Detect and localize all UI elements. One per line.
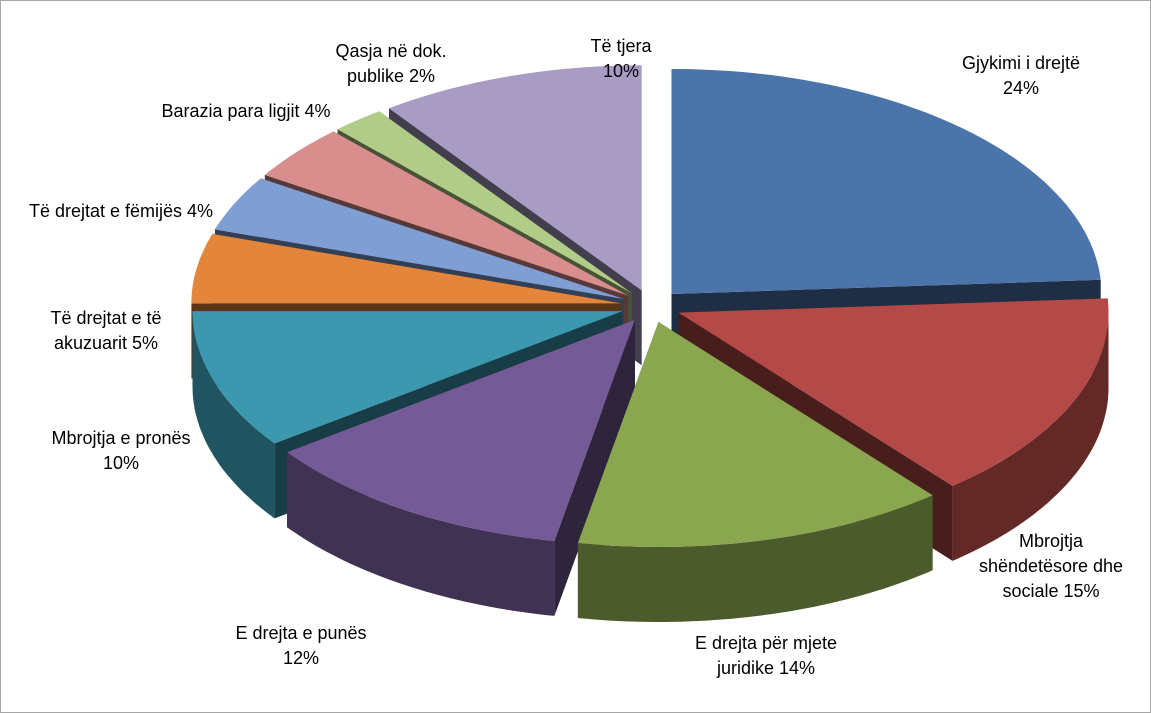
- value-label: 5%: [132, 333, 159, 353]
- value-label: 12%: [282, 648, 320, 668]
- slice-top: [577, 322, 933, 547]
- data-label: Gjykimi i drejtë 24%: [946, 51, 1096, 101]
- slice-top: [678, 298, 1109, 486]
- category-label: Mbrojtja shëndetësore dhe sociale: [978, 531, 1124, 601]
- value-label: 4%: [187, 201, 214, 221]
- slice-top: [287, 319, 635, 541]
- slice-top: [214, 178, 624, 299]
- data-label: Barazia para ligjit 4%: [154, 99, 339, 124]
- slice-top: [192, 311, 623, 444]
- data-label: Të drejtat e fëmijës 4%: [26, 199, 216, 224]
- slice-top: [191, 233, 622, 304]
- slice-wall: [952, 312, 1109, 561]
- category-label: Qasja në dok. publike: [335, 41, 447, 86]
- category-label: E drejta për mjete juridike: [694, 633, 838, 678]
- category-label: E drejta e punës: [235, 623, 367, 643]
- value-label: 15%: [1063, 581, 1100, 601]
- value-label: 2%: [409, 66, 436, 86]
- data-label: E drejta për mjete juridike 14%: [666, 631, 866, 681]
- slice-top: [389, 65, 642, 291]
- category-label: Të tjera: [590, 36, 652, 56]
- slice-wall: [577, 495, 933, 622]
- slice-top: [671, 69, 1101, 294]
- category-label: Të drejtat e të akuzuarit: [50, 308, 162, 353]
- data-label: Qasja në dok. publike 2%: [321, 39, 461, 89]
- data-label: Mbrojtja shëndetësore dhe sociale 15%: [971, 529, 1131, 604]
- category-label: Gjykimi i drejtë: [961, 53, 1081, 73]
- slice-top: [337, 111, 632, 294]
- data-label: Të tjera 10%: [576, 34, 666, 84]
- category-label: Mbrojtja e pronës: [51, 428, 191, 448]
- data-label: Të drejtat e të akuzuarit 5%: [16, 306, 196, 356]
- value-label: 4%: [304, 101, 331, 121]
- data-label: E drejta e punës 12%: [226, 621, 376, 671]
- value-label: 10%: [602, 61, 640, 81]
- category-label: Barazia para ligjit: [161, 101, 300, 121]
- data-label: Mbrojtja e pronës 10%: [34, 426, 209, 476]
- value-label: 24%: [1002, 78, 1040, 98]
- slice-top: [264, 131, 628, 296]
- slice-wall: [287, 452, 555, 616]
- value-label: 10%: [102, 453, 140, 473]
- category-label: Të drejtat e fëmijës: [28, 201, 183, 221]
- slice-wall: [192, 311, 275, 519]
- value-label: 14%: [779, 658, 816, 678]
